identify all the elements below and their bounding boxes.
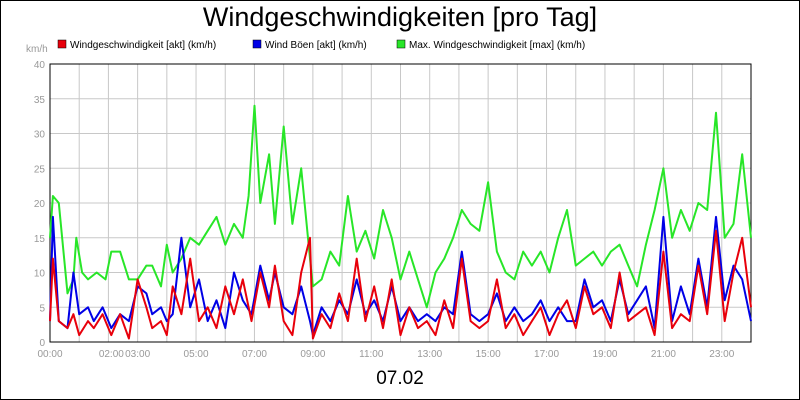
y-tick-label: 25 [34, 164, 46, 175]
x-axis-date-label: 07.02 [376, 368, 424, 389]
x-tick-label: 15:00 [476, 349, 501, 360]
y-tick-label: 10 [34, 269, 46, 280]
x-tick-label: 11:00 [359, 349, 384, 360]
legend-swatch-1 [57, 39, 67, 49]
x-tick-label: 03:00 [125, 349, 150, 360]
series-line-2 [49, 215, 752, 337]
x-tick-label: 05:00 [184, 349, 209, 360]
x-tick-label: 09:00 [300, 349, 325, 360]
legend-entry-3: Max. Windgeschwindigkeit [max] (km/h) [409, 40, 585, 51]
y-tick-label: 0 [39, 338, 45, 349]
y-tick-label: 30 [34, 130, 46, 141]
y-tick-label: 35 [34, 95, 46, 106]
legend-swatch-2 [252, 39, 262, 49]
y-axis-unit-label: km/h [26, 44, 48, 55]
y-tick-label: 20 [34, 199, 46, 210]
x-tick-label: 00:00 [37, 349, 62, 360]
y-tick-label: 15 [34, 234, 46, 245]
series-line-3 [49, 104, 752, 309]
y-tick-label: 5 [39, 303, 45, 314]
plot-border [49, 63, 752, 343]
chart-title: Windgeschwindigkeiten [pro Tag] [202, 2, 598, 32]
y-tick-label: 40 [34, 60, 46, 71]
legend-swatch-3 [396, 39, 406, 49]
x-tick-label: 23:00 [709, 349, 734, 360]
x-tick-label: 17:00 [534, 349, 559, 360]
x-tick-label: 19:00 [592, 349, 617, 360]
x-tick-label: 07:00 [242, 349, 267, 360]
legend-entry-1: Windgeschwindigkeit [akt] (km/h) [70, 40, 216, 51]
x-tick-label: 02:00 [99, 349, 124, 360]
legend-entry-2: Wind Böen [akt] (km/h) [265, 40, 367, 51]
series-line-1 [49, 229, 752, 340]
x-tick-label: 21:00 [651, 349, 676, 360]
x-tick-label: 13:00 [417, 349, 442, 360]
